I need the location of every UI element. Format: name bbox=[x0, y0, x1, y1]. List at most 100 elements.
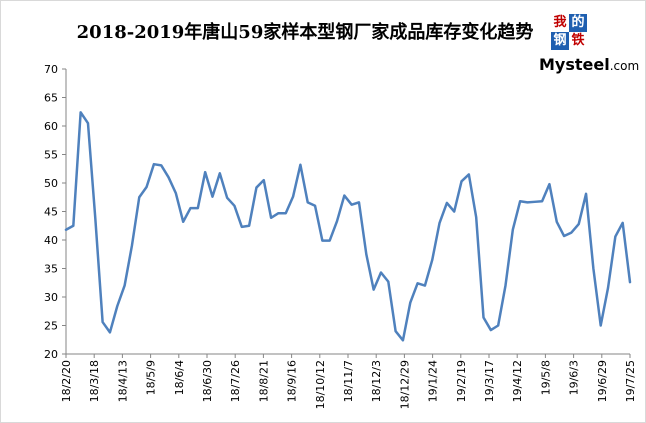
data-point bbox=[226, 197, 228, 199]
data-point bbox=[534, 201, 536, 203]
data-point bbox=[182, 221, 184, 223]
logo-char-1: 我 bbox=[553, 15, 567, 30]
data-point bbox=[373, 289, 375, 291]
data-point bbox=[563, 235, 565, 237]
x-tick-label: 19/3/17 bbox=[483, 360, 496, 402]
x-tick-label: 18/3/18 bbox=[88, 360, 101, 402]
data-point bbox=[270, 217, 272, 219]
data-point bbox=[175, 192, 177, 194]
data-point bbox=[299, 164, 301, 166]
data-point bbox=[72, 225, 74, 227]
data-point bbox=[585, 193, 587, 195]
data-point bbox=[446, 202, 448, 204]
series-group bbox=[64, 111, 632, 342]
logo-char-4: 铁 bbox=[571, 33, 585, 48]
data-point bbox=[490, 329, 492, 331]
data-point bbox=[548, 183, 550, 185]
x-tick-label: 18/2/20 bbox=[60, 360, 73, 402]
data-point bbox=[358, 201, 360, 203]
data-point bbox=[146, 186, 148, 188]
data-point bbox=[431, 259, 433, 261]
data-point bbox=[233, 205, 235, 207]
data-point bbox=[116, 305, 118, 307]
x-tick-label: 18/8/21 bbox=[257, 360, 270, 402]
data-point bbox=[285, 212, 287, 214]
x-axis-ticks: 18/2/20 18/3/18 18/4/13 18/5/9 18/6/4 18/6/30… bbox=[60, 354, 637, 409]
data-point bbox=[292, 196, 294, 198]
data-point bbox=[65, 229, 67, 231]
chart-axes bbox=[65, 69, 630, 355]
data-point bbox=[87, 122, 89, 124]
data-point bbox=[263, 179, 265, 181]
data-point bbox=[94, 217, 96, 219]
x-tick-label: 18/4/13 bbox=[116, 360, 129, 402]
data-point bbox=[622, 222, 624, 224]
data-point bbox=[504, 285, 506, 287]
data-point bbox=[307, 201, 309, 203]
data-point bbox=[336, 220, 338, 222]
data-point bbox=[219, 172, 221, 174]
data-point bbox=[277, 212, 279, 214]
x-tick-label: 18/6/30 bbox=[201, 360, 214, 402]
logo-wordmark: Mysteel.com bbox=[539, 55, 639, 74]
x-tick-label: 18/11/7 bbox=[342, 360, 355, 402]
data-point bbox=[387, 281, 389, 283]
data-point bbox=[556, 221, 558, 223]
x-tick-label: 19/5/8 bbox=[539, 360, 552, 395]
data-point bbox=[197, 207, 199, 209]
data-point bbox=[592, 268, 594, 269]
logo-char-3: 钢 bbox=[551, 32, 569, 50]
data-point bbox=[351, 204, 353, 206]
inventory-series-line bbox=[64, 111, 632, 342]
data-point bbox=[519, 200, 521, 202]
mysteel-logo: 我 的 钢 铁 Mysteel.com bbox=[539, 12, 639, 74]
data-point bbox=[468, 173, 470, 175]
x-tick-label: 18/7/26 bbox=[229, 360, 242, 402]
data-point bbox=[343, 195, 345, 197]
data-point bbox=[153, 163, 155, 165]
data-point bbox=[160, 164, 162, 166]
logo-wordmark-main: Mysteel bbox=[539, 55, 610, 74]
data-point bbox=[211, 196, 213, 198]
x-tick-label: 19/6/3 bbox=[568, 360, 581, 395]
chart-title: 2018-2019年唐山59家样本型钢厂家成品库存变化趋势 bbox=[76, 22, 534, 43]
x-tick-label: 18/12/29 bbox=[398, 360, 411, 409]
data-point bbox=[80, 111, 82, 113]
data-point bbox=[424, 285, 426, 287]
data-point bbox=[109, 331, 111, 333]
data-point bbox=[365, 253, 367, 255]
x-tick-label: 18/12/3 bbox=[370, 360, 383, 402]
y-tick-label: 40 bbox=[44, 234, 58, 247]
y-tick-label: 30 bbox=[44, 291, 58, 304]
x-tick-label: 19/7/25 bbox=[624, 360, 637, 402]
y-axis-ticks: 20 25 30 35 40 45 50 55 60 65 70 bbox=[44, 63, 66, 361]
data-point bbox=[614, 236, 616, 238]
data-point bbox=[578, 223, 580, 225]
data-point bbox=[314, 205, 316, 207]
logo-wordmark-suffix: .com bbox=[609, 59, 640, 73]
x-tick-label: 19/1/24 bbox=[427, 360, 440, 402]
data-point bbox=[541, 200, 543, 202]
data-point bbox=[248, 225, 250, 227]
data-point bbox=[497, 325, 499, 326]
data-point bbox=[168, 176, 170, 178]
data-point bbox=[607, 287, 609, 289]
y-tick-label: 35 bbox=[44, 263, 58, 276]
data-point bbox=[124, 285, 126, 287]
y-tick-label: 55 bbox=[44, 149, 58, 162]
data-point bbox=[475, 216, 477, 218]
data-point bbox=[629, 281, 631, 283]
data-point bbox=[526, 201, 528, 203]
data-point bbox=[204, 171, 206, 173]
data-point bbox=[570, 232, 572, 234]
logo-char-2: 的 bbox=[569, 14, 587, 32]
data-point bbox=[483, 317, 485, 319]
y-tick-label: 45 bbox=[44, 206, 58, 219]
data-point bbox=[321, 240, 323, 242]
x-tick-label: 18/6/4 bbox=[173, 360, 186, 395]
x-tick-label: 19/6/29 bbox=[596, 360, 609, 402]
data-point bbox=[138, 196, 140, 198]
y-tick-label: 25 bbox=[44, 320, 58, 333]
data-point bbox=[417, 282, 419, 284]
